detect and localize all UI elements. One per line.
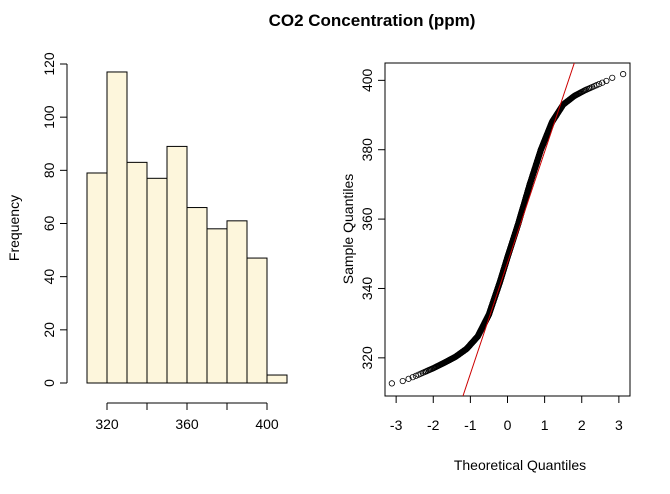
- histogram-y-tick-label: 20: [41, 322, 57, 338]
- qq-y-tick-label: 320: [359, 346, 375, 370]
- histogram-bar: [266, 374, 288, 384]
- qq-point: [599, 79, 606, 86]
- qq-x-tick-label: -3: [390, 417, 403, 433]
- histogram-y-tick-label: 60: [41, 216, 57, 232]
- histogram-bar: [246, 257, 268, 384]
- qq-y-axis: 320 340 360 380 400: [359, 68, 385, 370]
- qq-point: [399, 377, 406, 385]
- qq-y-tick-label: 340: [359, 277, 375, 301]
- histogram-x-tick-label: 320: [95, 416, 119, 432]
- qq-x-tick-label: -1: [464, 417, 477, 433]
- histogram-y-tick-label: 80: [41, 162, 57, 178]
- qq-point: [603, 77, 610, 85]
- histogram-bar: [166, 145, 188, 384]
- histogram-bar: [146, 177, 168, 384]
- histogram-y-tick-label: 40: [41, 269, 57, 285]
- qq-x-tick-label: -2: [427, 417, 440, 433]
- qq-reference-line: [462, 63, 575, 396]
- qq-x-axis: -3 -2 -1 0 1 2 3: [390, 396, 623, 433]
- qq-point: [595, 81, 603, 88]
- histogram-bar: [226, 220, 248, 384]
- histogram-bars: [86, 71, 288, 384]
- histogram-y-tick-label: 0: [41, 379, 57, 387]
- histogram-y-tick-label: 100: [41, 105, 57, 129]
- histogram-bar: [126, 161, 148, 384]
- histogram-bar: [206, 228, 228, 384]
- histogram-x-axis: 320 360 400: [95, 402, 279, 432]
- qq-point: [388, 380, 395, 387]
- histogram-bar: [186, 207, 208, 384]
- qq-x-tick-label: 3: [615, 417, 623, 433]
- histogram-y-axis-title: Frequency: [6, 195, 22, 261]
- histogram-y-tick-label: 120: [41, 52, 57, 76]
- qq-plot-panel: 320 340 360 380 400 -3 -2 -1 0 1 2 3 Sample Quanti…: [340, 62, 631, 473]
- qq-x-tick-label: 2: [578, 417, 586, 433]
- qq-point: [409, 374, 416, 381]
- qq-x-axis-title: Theoretical Quantiles: [454, 457, 586, 473]
- qq-points: [388, 71, 627, 387]
- qq-reference-line-group: [462, 63, 575, 396]
- histogram-x-tick-label: 360: [175, 416, 199, 432]
- qq-point: [405, 375, 412, 382]
- qq-y-tick-label: 380: [359, 138, 375, 162]
- qq-y-tick-label: 360: [359, 207, 375, 231]
- histogram-x-tick-label: 400: [255, 416, 279, 432]
- histogram-y-axis: 0 20 40 60 80 100 120: [41, 52, 68, 387]
- histogram-bar: [86, 172, 108, 384]
- histogram-bar: [106, 71, 128, 384]
- histogram-panel: 0 20 40 60 80 100 120 320 360 400 Frequency: [6, 52, 288, 432]
- qq-point: [609, 74, 616, 81]
- qq-x-tick-label: 0: [504, 417, 512, 433]
- qq-x-tick-label: 1: [541, 417, 549, 433]
- figure-title: CO2 Concentration (ppm): [269, 11, 476, 30]
- qq-plot-box: [384, 62, 631, 397]
- qq-y-tick-label: 400: [359, 68, 375, 92]
- qq-point: [620, 71, 627, 78]
- qq-y-axis-title: Sample Quantiles: [340, 174, 356, 285]
